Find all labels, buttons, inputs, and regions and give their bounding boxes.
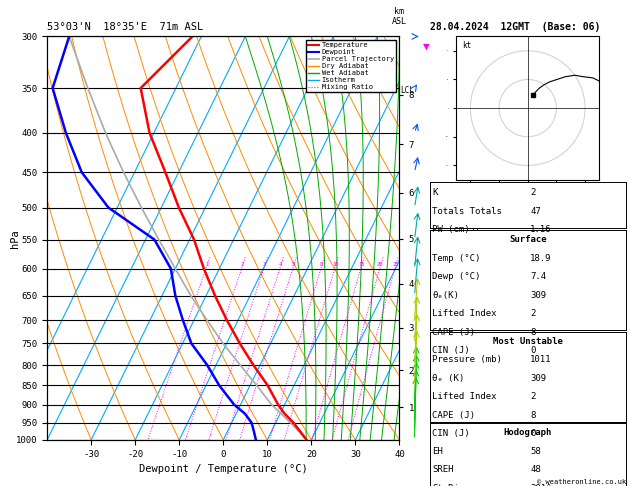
Text: 58: 58 (530, 447, 541, 456)
Text: 25: 25 (392, 262, 399, 267)
Text: 4: 4 (279, 262, 282, 267)
Text: 15: 15 (358, 262, 364, 267)
Text: CIN (J): CIN (J) (432, 346, 470, 355)
Text: km
ASL: km ASL (392, 7, 407, 26)
Text: 18.9: 18.9 (530, 254, 552, 263)
Legend: Temperature, Dewpoint, Parcel Trajectory, Dry Adiabat, Wet Adiabat, Isotherm, Mi: Temperature, Dewpoint, Parcel Trajectory… (306, 40, 396, 92)
X-axis label: Dewpoint / Temperature (°C): Dewpoint / Temperature (°C) (139, 464, 308, 474)
Text: 201°: 201° (530, 484, 552, 486)
Text: StmDir: StmDir (432, 484, 464, 486)
Text: 1: 1 (205, 262, 208, 267)
Text: Surface: Surface (509, 235, 547, 244)
Text: LCL: LCL (400, 86, 414, 95)
Text: Hodograph: Hodograph (504, 428, 552, 437)
Text: 28.04.2024  12GMT  (Base: 06): 28.04.2024 12GMT (Base: 06) (430, 21, 600, 32)
Text: 309: 309 (530, 374, 547, 383)
Text: 48: 48 (530, 465, 541, 474)
Text: CIN (J): CIN (J) (432, 429, 470, 438)
Text: 2: 2 (530, 188, 536, 197)
Text: Temp (°C): Temp (°C) (432, 254, 481, 263)
Text: Pressure (mb): Pressure (mb) (432, 355, 502, 364)
Text: 7.4: 7.4 (530, 272, 547, 281)
Text: K: K (432, 188, 438, 197)
Text: 2: 2 (530, 309, 536, 318)
Text: 53°03'N  18°35'E  71m ASL: 53°03'N 18°35'E 71m ASL (47, 21, 203, 32)
Text: 8: 8 (530, 411, 536, 420)
Text: θₑ(K): θₑ(K) (432, 291, 459, 300)
Text: 20: 20 (377, 262, 384, 267)
Text: Most Unstable: Most Unstable (493, 337, 563, 346)
Text: 0: 0 (530, 429, 536, 438)
Text: Lifted Index: Lifted Index (432, 309, 497, 318)
Text: kt: kt (462, 41, 471, 50)
Text: SREH: SREH (432, 465, 454, 474)
Text: CAPE (J): CAPE (J) (432, 328, 475, 337)
Text: Lifted Index: Lifted Index (432, 392, 497, 401)
Text: © weatheronline.co.uk: © weatheronline.co.uk (537, 479, 626, 485)
Text: CAPE (J): CAPE (J) (432, 411, 475, 420)
Text: Totals Totals: Totals Totals (432, 207, 502, 216)
Text: 309: 309 (530, 291, 547, 300)
Text: 8: 8 (320, 262, 323, 267)
Text: 1011: 1011 (530, 355, 552, 364)
Text: EH: EH (432, 447, 443, 456)
Text: Mixing Ratio (g/kg): Mixing Ratio (g/kg) (472, 191, 481, 286)
Text: 10: 10 (332, 262, 338, 267)
Text: hPa: hPa (11, 229, 21, 247)
Text: 8: 8 (530, 328, 536, 337)
Text: 3: 3 (262, 262, 265, 267)
Text: 5: 5 (292, 262, 295, 267)
Text: 47: 47 (530, 207, 541, 216)
Text: PW (cm): PW (cm) (432, 225, 470, 234)
Text: θₑ (K): θₑ (K) (432, 374, 464, 383)
Text: 1.16: 1.16 (530, 225, 552, 234)
Text: 0: 0 (530, 346, 536, 355)
Text: 2: 2 (530, 392, 536, 401)
Text: ▼: ▼ (423, 41, 430, 52)
Text: Dewp (°C): Dewp (°C) (432, 272, 481, 281)
Text: 2: 2 (240, 262, 243, 267)
